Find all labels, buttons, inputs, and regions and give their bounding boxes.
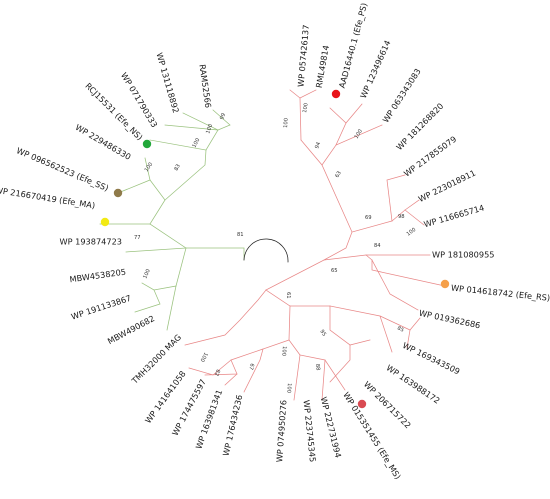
support-value: 98 [398,214,405,220]
support-value: 61 [285,292,291,299]
support-value: 85 [396,325,405,333]
leaf-label: WP 014618742 (Efe_RS) [451,283,550,303]
branch-red-9 [321,359,326,401]
branch-green-2 [117,179,166,225]
branch-red-25 [289,89,302,141]
support-value: 100 [205,123,214,134]
leaf-label: WP 123496614 [358,39,393,100]
support-value: 88 [314,364,321,371]
leaf-label: AAD16440.1 (Efe_PS) [337,2,369,89]
support-value: 100 [199,351,209,363]
leaf-labels: WP 057426137 RML49814 AAD16440.1 (Efe_PS)W… [0,2,550,481]
support-value: 100 [144,162,155,174]
support-value: 100 [406,227,418,238]
branch-red-24 [329,107,347,124]
leaf-label: WP 223745345 [302,399,318,462]
branch-red-11 [204,348,264,376]
support-value: 81 [237,232,244,238]
branch-green-6 [182,112,219,131]
leaf-label: WP 216670419 (Efe_MA) [0,185,96,211]
support-value: 69 [365,215,372,221]
support-value: 100 [283,118,290,128]
branch-green-3 [144,157,151,181]
branch-red-15 [365,254,446,287]
branch-red-2 [349,339,371,346]
marker-dot-orange [440,279,450,289]
support-value: 100 [285,383,292,393]
branch-green-7 [212,109,231,131]
support-value: 77 [134,235,141,241]
branch-red-16 [371,259,419,311]
leaf-label: WP 096562523 (Efe_SS) [15,145,110,193]
branch-red-21 [300,139,353,233]
support-value: 63 [334,170,342,179]
support-value: 100 [280,346,287,356]
leaf-label: WP 074950276 [274,400,288,463]
branch-red-13 [188,359,232,376]
marker-dot-pink [357,399,367,409]
leaf-label: WP 116665714 [422,202,485,229]
leaf-label: WP 163988172 [384,362,441,405]
branch-red-17 [323,220,393,261]
leaf-label: WP 191133867 [70,293,133,322]
support-value: 99 [219,112,227,120]
leaf-label: WP 222731994 [319,396,344,459]
branch-red-4 [329,305,421,331]
leaf-label: WP 131118892 [154,51,181,114]
leaf-label: RAM52566 [197,64,213,109]
support-value: 65 [331,268,338,274]
marker-dot-yellow [100,217,110,227]
branch-red-3 [329,344,351,383]
leaf-label: MBW4538205 [69,267,127,285]
leaf-label: MBW490682 [106,313,156,346]
tree-branches [99,89,446,401]
branch-green-8 [125,247,187,253]
leaf-label: WP 057426137 [296,24,311,87]
branch-green-4 [149,139,207,201]
support-values: 100 100 94 63 100 69 98 100 84 65 61 95 85 100 67 88 100… [134,103,417,394]
support-value: 100 [142,268,152,279]
branch-green-0 [149,223,245,261]
support-value: 95 [318,329,327,338]
branch-green-11 [166,285,177,331]
support-value: 67 [247,362,255,370]
branch-red-5 [406,329,411,349]
leaf-label: WP 181080955 [432,250,495,260]
leaf-label: RML49814 [314,44,331,88]
support-value: 83 [173,163,181,172]
support-value: 82 [213,368,221,376]
marker-dot-red [331,89,341,99]
branch-red-26 [299,89,317,99]
leaf-label: WP 223018911 [417,168,478,204]
branch-red-22 [321,124,383,166]
support-value: 94 [314,141,322,150]
support-value: 84 [374,243,381,249]
branch-red-1 [265,289,351,346]
branch-red-0 [184,289,267,346]
leaf-label: WP 019362686 [418,308,481,331]
branch-green-9 [141,247,187,291]
branch-red-14 [265,254,431,291]
support-value: 100 [302,103,310,114]
branch-red-10 [243,339,290,393]
branch-red-20 [386,174,406,222]
leaf-label: WP 063343083 [380,67,422,125]
branch-red-19 [404,209,425,226]
marker-dot-brown [113,188,123,198]
clade-markers [100,89,450,409]
branch-red-12 [224,373,238,386]
leaf-label: WP 169343509 [401,340,462,376]
branch-green-10 [134,289,161,313]
support-value: 100 [354,128,364,140]
leaf-label: WP 176434236 [221,394,245,457]
leaf-label: WP 193874723 [59,237,122,247]
marker-dot-green [142,139,152,149]
root-arc [243,238,289,263]
branch-red-6 [379,315,393,353]
branch-red-7 [288,305,301,401]
support-value: 100 [191,137,201,149]
